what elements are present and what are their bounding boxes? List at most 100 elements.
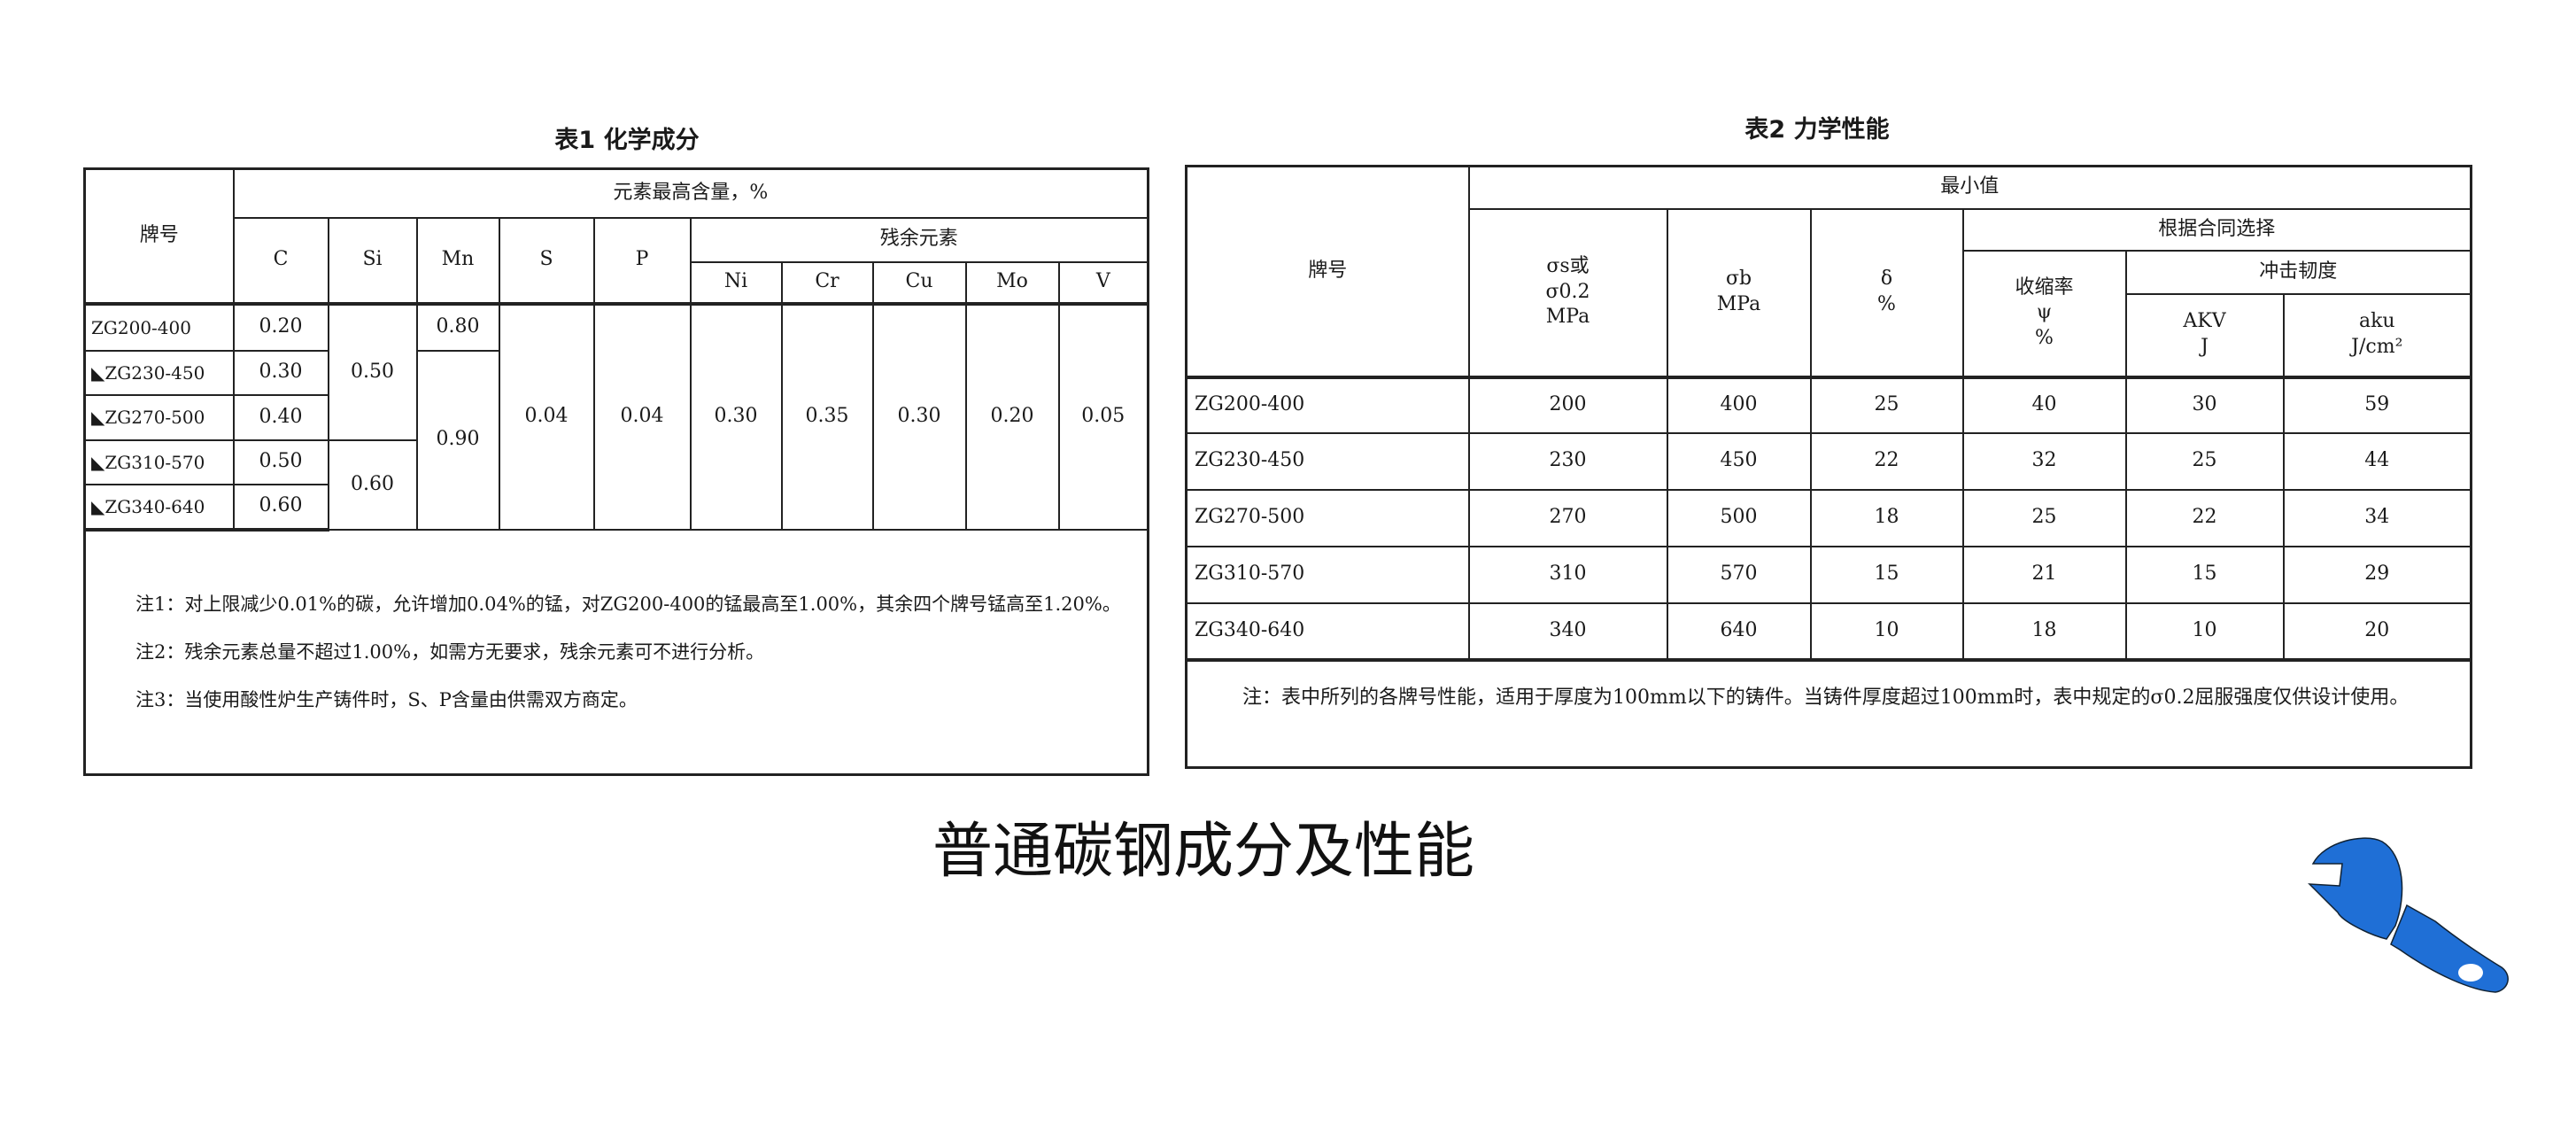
c-cell: 0.40 — [232, 393, 329, 441]
table-row: ZG340-640 340 640 10 18 10 20 — [1185, 601, 2472, 662]
note-1: 注1：对上限减少0.01%的碳，允许增加0.04%的锰，对ZG200-400的锰… — [135, 594, 1121, 616]
delta-cell: 22 — [1809, 431, 1964, 491]
grade-cell: ◣ZG230-450 — [83, 349, 235, 396]
akv-cell: 15 — [2124, 545, 2285, 604]
grade-cell: ZG230-450 — [1185, 431, 1470, 491]
c-cell: 0.30 — [232, 349, 329, 396]
psi-cell: 18 — [1961, 601, 2127, 662]
psi-cell: 32 — [1961, 431, 2127, 491]
header-psi: 收缩率 ψ % — [1961, 249, 2127, 379]
si-cell: 0.50 — [327, 302, 418, 441]
grade-cell: ZG200-400 — [83, 302, 235, 352]
wrench-icon — [2308, 837, 2509, 993]
header-akv-unit: J — [2201, 336, 2209, 358]
delta-cell: 10 — [1809, 601, 1964, 662]
note-text: 注：表中所列的各牌号性能，适用于厚度为100mm以下的铸件。当铸件厚度超过100… — [1242, 686, 2410, 709]
table-row: ZG200-400 200 400 25 40 30 59 — [1185, 376, 2472, 434]
aku-cell: 29 — [2282, 545, 2472, 604]
header-delta: δ % — [1809, 207, 1964, 379]
grade-cell: ZG270-500 — [1185, 488, 1470, 547]
header-grade: 牌号 — [1185, 165, 1470, 379]
mn-cell: 0.80 — [415, 302, 500, 352]
table-row: ◣ZG270-500 0.40 — [83, 393, 1149, 441]
header-cr: Cr — [780, 260, 874, 306]
table1-title: 表1 化学成分 — [554, 127, 700, 154]
si-cell: 0.60 — [327, 438, 418, 531]
grade-cell: ZG200-400 — [1185, 376, 1470, 434]
p-cell: 0.04 — [592, 302, 692, 531]
akv-cell: 30 — [2124, 376, 2285, 434]
grade-cell: ◣ZG310-570 — [83, 438, 235, 485]
header-impact: 冲击韧度 — [2124, 249, 2472, 295]
delta-cell: 15 — [1809, 545, 1964, 604]
akv-cell: 25 — [2124, 431, 2285, 491]
grade-cell: ◣ZG340-640 — [83, 483, 235, 532]
sigma-s-cell: 200 — [1467, 376, 1668, 434]
psi-cell: 25 — [1961, 488, 2127, 547]
header-contract: 根据合同选择 — [1961, 207, 2472, 252]
grade-cell: ZG310-570 — [1185, 545, 1470, 604]
header-sigma-s-unit: MPa — [1545, 306, 1590, 329]
mn-cell: 0.90 — [415, 349, 500, 531]
aku-cell: 44 — [2282, 431, 2472, 491]
header-delta-label: δ — [1880, 268, 1893, 291]
c-cell: 0.50 — [232, 438, 329, 485]
sigma-b-cell: 500 — [1666, 488, 1812, 547]
table2-title: 表2 力学性能 — [1744, 116, 1890, 144]
c-cell: 0.60 — [232, 483, 329, 532]
header-residual: 残余元素 — [689, 216, 1149, 263]
header-sigma-b-label: σb — [1725, 268, 1752, 291]
table-row: ZG200-400 0.20 0.50 0.80 0.04 0.04 0.30 … — [83, 302, 1149, 531]
table-row: ZG310-570 310 570 15 21 15 29 — [1185, 545, 2472, 604]
header-min-value: 最小值 — [1467, 165, 2472, 210]
header-mn: Mn — [415, 216, 500, 306]
delta-cell: 18 — [1809, 488, 1964, 547]
header-akv-label: AKV — [2183, 310, 2226, 333]
table-row: ◣ZG230-450 0.30 0.90 — [83, 349, 1149, 531]
header-sigma-s: σs或 σ0.2 MPa — [1467, 207, 1668, 379]
header-akv: AKV J — [2124, 292, 2285, 379]
sigma-s-cell: 230 — [1467, 431, 1668, 491]
header-psi-label: 收缩率 — [2015, 275, 2074, 299]
table-row: ZG230-450 230 450 22 32 25 44 — [1185, 431, 2472, 491]
sigma-b-cell: 570 — [1666, 545, 1812, 604]
grade-cell: ◣ZG270-500 — [83, 393, 235, 441]
header-grade: 牌号 — [83, 167, 235, 306]
header-sigma-b-unit: MPa — [1716, 293, 1761, 315]
header-sigma-b: σb MPa — [1666, 207, 1812, 379]
header-sigma-s-line: σs或 — [1546, 255, 1590, 278]
table1-notes: 注1：对上限减少0.01%的碳，允许增加0.04%的锰，对ZG200-400的锰… — [83, 528, 1149, 776]
c-cell: 0.20 — [232, 302, 329, 352]
aku-cell: 59 — [2282, 376, 2472, 434]
akv-cell: 10 — [2124, 601, 2285, 662]
header-element-max: 元素最高含量，% — [232, 167, 1149, 219]
mechanical-properties-table: 牌号 最小值 σs或 σ0.2 MPa σb MPa δ % 根据合同选择 收缩… — [1185, 165, 2473, 769]
s-cell: 0.04 — [498, 302, 595, 531]
header-sigma-s-line: σ0.2 — [1545, 280, 1590, 303]
table-row: ◣ZG310-570 0.50 0.60 — [83, 438, 1149, 531]
v-cell: 0.05 — [1057, 302, 1149, 531]
sigma-b-cell: 400 — [1666, 376, 1812, 434]
cr-cell: 0.35 — [780, 302, 874, 531]
header-aku: aku J/cm² — [2282, 292, 2472, 379]
header-cu: Cu — [871, 260, 967, 306]
header-v: V — [1057, 260, 1149, 306]
header-p: P — [592, 216, 692, 306]
header-psi-unit: % — [2035, 326, 2054, 349]
mo-cell: 0.20 — [964, 302, 1060, 531]
header-c: C — [232, 216, 329, 306]
sigma-s-cell: 340 — [1467, 601, 1668, 662]
header-si: Si — [327, 216, 418, 306]
cu-cell: 0.30 — [871, 302, 967, 531]
aku-cell: 34 — [2282, 488, 2472, 547]
psi-cell: 21 — [1961, 545, 2127, 604]
main-title: 普通碳钢成分及性能 — [932, 817, 1475, 887]
ni-cell: 0.30 — [689, 302, 783, 531]
header-mo: Mo — [964, 260, 1060, 306]
header-delta-unit: % — [1877, 293, 1896, 315]
sigma-b-cell: 450 — [1666, 431, 1812, 491]
aku-cell: 20 — [2282, 601, 2472, 662]
akv-cell: 22 — [2124, 488, 2285, 547]
sigma-s-cell: 310 — [1467, 545, 1668, 604]
header-aku-label: aku — [2358, 310, 2395, 333]
